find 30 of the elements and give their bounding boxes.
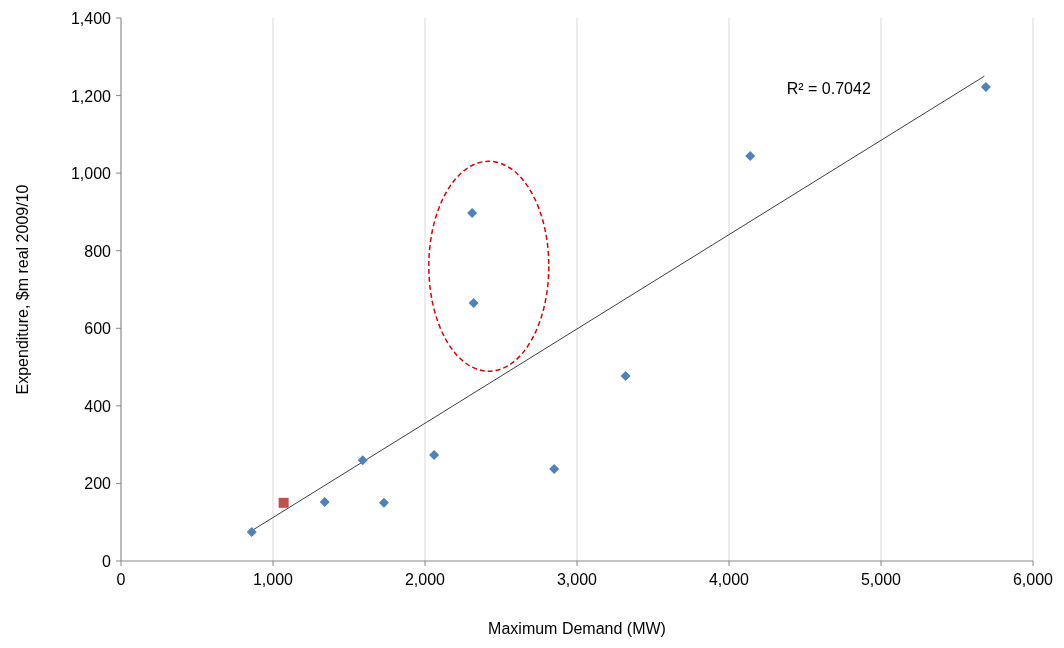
point — [378, 497, 389, 508]
point — [278, 497, 289, 508]
x-tick-label: 6,000 — [1012, 571, 1054, 588]
y-tick-label: 600 — [84, 320, 112, 338]
x-tick-label: 0 — [116, 571, 126, 588]
x-tick-label: 4,000 — [708, 571, 750, 588]
y-axis-title: Expenditure, $m real 2009/10 — [14, 184, 31, 395]
y-tick-label: 200 — [84, 475, 112, 493]
y-tick-label: 1,200 — [70, 87, 112, 105]
y-tick-label: 400 — [84, 397, 112, 415]
point — [745, 151, 756, 162]
point — [549, 464, 560, 475]
y-tick-label: 1,400 — [70, 10, 112, 27]
y-tick-label: 800 — [84, 242, 112, 260]
point — [980, 82, 991, 93]
x-axis-title: Maximum Demand (MW) — [488, 620, 666, 637]
y-tick-label: 1,000 — [70, 165, 112, 183]
point — [620, 370, 631, 381]
point — [467, 208, 478, 219]
point — [319, 497, 330, 508]
point — [468, 298, 479, 309]
point — [357, 455, 368, 466]
x-tick-label: 2,000 — [404, 571, 446, 588]
annotation: R² = 0.7042 — [786, 80, 871, 97]
x-tick-label: 5,000 — [860, 571, 902, 588]
y-tick-label: 0 — [102, 553, 112, 570]
point — [246, 526, 257, 537]
x-tick-label: 3,000 — [556, 571, 598, 588]
x-tick-label: 1,000 — [252, 571, 294, 588]
point — [429, 450, 440, 461]
